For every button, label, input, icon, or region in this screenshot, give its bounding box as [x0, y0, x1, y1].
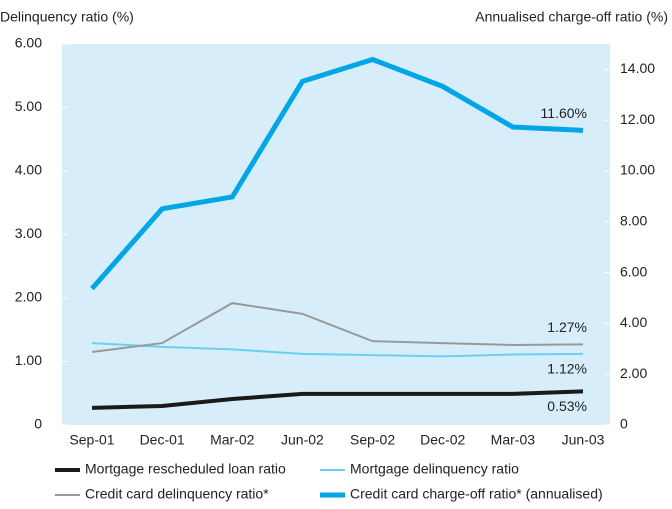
- x-tick-label: Mar-03: [491, 432, 536, 448]
- y2-tick-label: 4.00: [620, 314, 647, 330]
- y-axis-label: Delinquency ratio (%): [0, 9, 134, 25]
- y2-tick-label: 6.00: [620, 263, 647, 279]
- y2-tick-label: 8.00: [620, 213, 647, 229]
- series-line: [91, 342, 584, 358]
- y2-tick-label: 12.00: [620, 111, 655, 127]
- y-tick-label: 6.00: [15, 35, 42, 51]
- x-tick-label: Mar-02: [210, 432, 255, 448]
- y-tick-label: 0: [34, 416, 42, 432]
- y-tick-label: 5.00: [15, 98, 42, 114]
- y-tick-label: 1.00: [15, 352, 42, 368]
- value-label: 0.53%: [547, 398, 587, 414]
- series-line: [91, 389, 584, 410]
- y2-tick-label: 2.00: [620, 365, 647, 381]
- y-tick-label: 4.00: [15, 162, 42, 178]
- x-tick-label: Dec-02: [420, 432, 465, 448]
- value-label: 1.12%: [547, 361, 587, 377]
- y-tick-label: 3.00: [15, 225, 42, 241]
- legend-label: Mortgage rescheduled loan ratio: [85, 461, 286, 477]
- y2-tick-label: 14.00: [620, 60, 655, 76]
- x-tick-label: Dec-01: [140, 432, 185, 448]
- x-tick-label: Jun-03: [562, 432, 605, 448]
- y2-axis-label: Annualised charge-off ratio (%): [475, 9, 668, 25]
- series-line: [90, 56, 584, 291]
- x-tick-label: Jun-02: [281, 432, 324, 448]
- x-tick-label: Sep-01: [69, 432, 114, 448]
- y2-tick-label: 0: [620, 416, 628, 432]
- x-tick-label: Sep-02: [350, 432, 395, 448]
- y2-tick-label: 10.00: [620, 162, 655, 178]
- series-line: [91, 302, 584, 353]
- legend-label: Credit card delinquency ratio*: [85, 486, 269, 502]
- legend-label: Mortgage delinquency ratio: [350, 461, 519, 477]
- value-label: 1.27%: [547, 319, 587, 335]
- plot-area: [62, 44, 610, 425]
- y-tick-label: 2.00: [15, 289, 42, 305]
- value-label: 11.60%: [541, 105, 587, 121]
- legend-label: Credit card charge-off ratio* (annualise…: [350, 486, 603, 502]
